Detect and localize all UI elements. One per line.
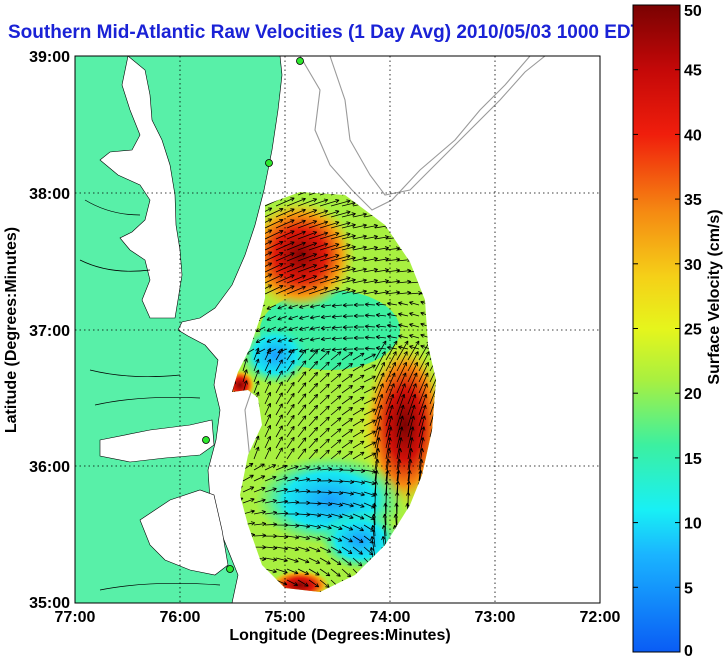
colorbar-tick-label: 25 bbox=[684, 322, 702, 339]
colorbar-ticks: 0 5 10 15 20 25 30 35 40 45 50 bbox=[633, 3, 702, 659]
x-tick-labels: 77:00 76:00 75:00 74:00 73:00 72:00 bbox=[55, 609, 621, 626]
x-tick-label: 72:00 bbox=[580, 609, 621, 626]
colorbar bbox=[632, 4, 681, 653]
y-tick-label: 38:00 bbox=[29, 186, 70, 203]
colorbar-tick-label: 35 bbox=[684, 192, 702, 209]
y-tick-label: 39:00 bbox=[29, 49, 70, 66]
y-tick-label: 37:00 bbox=[29, 323, 70, 340]
y-axis-label: Latitude (Degrees:Minutes) bbox=[3, 227, 20, 433]
x-tick-label: 77:00 bbox=[55, 609, 96, 626]
x-tick-label: 73:00 bbox=[475, 609, 516, 626]
colorbar-tick-label: 15 bbox=[684, 451, 702, 468]
grid-lines bbox=[75, 56, 600, 603]
map-title: Southern Mid-Atlantic Raw Velocities (1 … bbox=[8, 22, 643, 43]
x-axis-label: Longitude (Degrees:Minutes) bbox=[229, 627, 450, 644]
y-tick-label: 35:00 bbox=[29, 595, 70, 612]
colorbar-tick-label: 20 bbox=[684, 386, 702, 403]
y-tick-labels: 39:00 38:00 37:00 36:00 35:00 bbox=[29, 49, 70, 612]
albemarle-sound bbox=[99, 419, 215, 463]
radar-stations bbox=[202, 57, 304, 573]
colorbar-tick-label: 45 bbox=[684, 63, 702, 80]
colorbar-tick-label: 30 bbox=[684, 257, 702, 274]
x-tick-label: 74:00 bbox=[370, 609, 411, 626]
pamlico-sound bbox=[139, 489, 229, 576]
y-tick-label: 36:00 bbox=[29, 459, 70, 476]
x-tick-label: 75:00 bbox=[265, 609, 306, 626]
colorbar-tick-label: 50 bbox=[684, 3, 702, 20]
colorbar-tick-label: 40 bbox=[684, 127, 702, 144]
colorbar-tick-label: 10 bbox=[684, 516, 702, 533]
colorbar-tick-label: 0 bbox=[684, 643, 693, 659]
colorbar-tick-label: 5 bbox=[684, 580, 693, 597]
x-tick-label: 76:00 bbox=[160, 609, 201, 626]
colorbar-label: Surface Velocity (cm/s) bbox=[706, 209, 723, 384]
